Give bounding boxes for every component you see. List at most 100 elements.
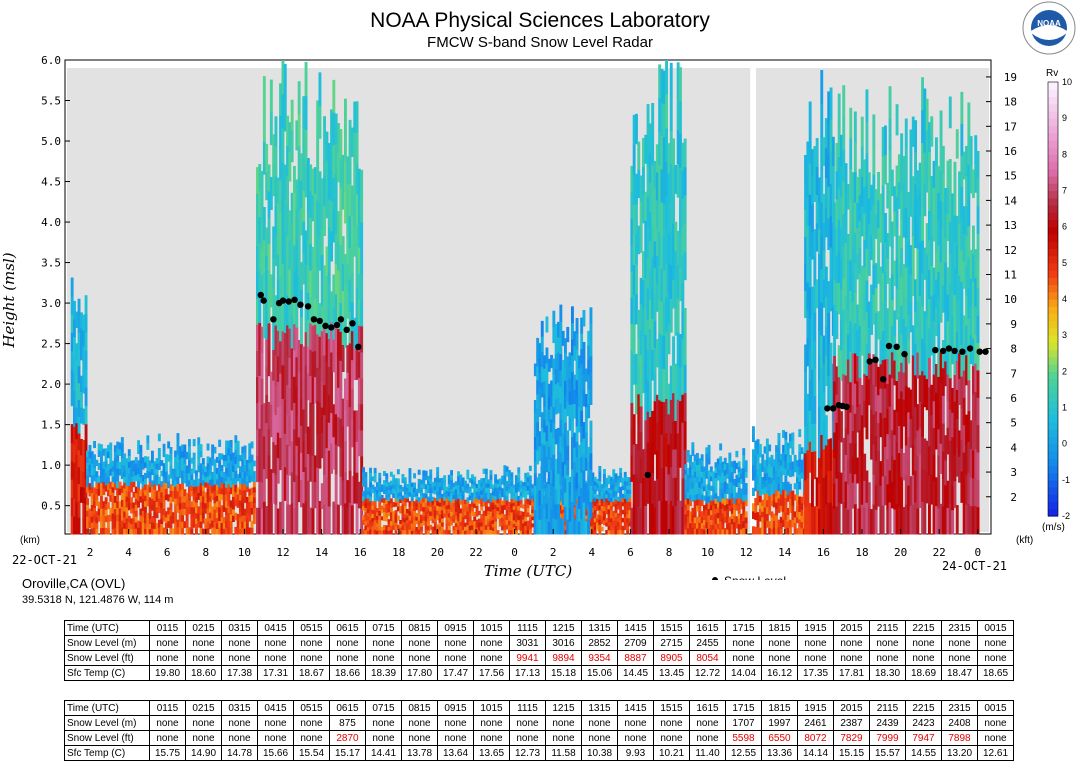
echo-cell xyxy=(206,501,210,509)
echo-cell xyxy=(464,530,467,535)
echo-cell xyxy=(265,506,269,535)
echo-cell xyxy=(155,496,159,502)
echo-cell xyxy=(813,146,817,175)
echo-cell xyxy=(433,497,437,503)
echo-cell xyxy=(561,461,565,477)
echo-cell xyxy=(454,496,458,501)
echo-cell xyxy=(487,526,491,531)
echo-cell xyxy=(515,500,518,506)
echo-cell xyxy=(243,458,247,465)
echo-cell xyxy=(793,522,797,529)
echo-cell xyxy=(220,488,224,495)
echo-cell xyxy=(900,133,904,163)
echo-cell xyxy=(90,474,94,482)
echo-cell xyxy=(410,504,414,509)
echo-cell xyxy=(401,508,405,514)
echo-cell xyxy=(925,160,929,193)
echo-cell xyxy=(86,498,89,505)
echo-cell xyxy=(498,514,502,519)
echo-cell xyxy=(461,529,465,535)
echo-region xyxy=(533,304,593,535)
echo-cell xyxy=(290,347,294,380)
echo-cell xyxy=(503,494,507,501)
echo-cell xyxy=(125,469,129,475)
echo-cell xyxy=(297,113,301,147)
echo-cell xyxy=(648,387,652,418)
echo-cell xyxy=(835,198,839,228)
echo-cell xyxy=(201,490,205,497)
echo-cell xyxy=(786,494,790,502)
echo-cell xyxy=(401,504,405,509)
echo-cell xyxy=(860,414,864,446)
echo-cell xyxy=(489,511,493,517)
echo-cell xyxy=(132,513,136,519)
echo-cell xyxy=(811,176,814,205)
echo-cell xyxy=(714,472,718,479)
echo-cell xyxy=(728,516,732,523)
echo-cell xyxy=(758,489,762,496)
echo-cell xyxy=(835,170,839,200)
echo-cell xyxy=(605,530,609,535)
echo-cell xyxy=(863,212,867,241)
echo-cell xyxy=(498,502,502,507)
echo-cell xyxy=(281,229,285,264)
echo-cell xyxy=(75,359,79,376)
echo-cell xyxy=(473,520,477,526)
echo-cell xyxy=(639,457,643,484)
echo-cell xyxy=(648,211,652,242)
echo-cell xyxy=(385,512,389,518)
echo-cell xyxy=(897,371,901,399)
echo-cell xyxy=(141,457,145,464)
echo-cell xyxy=(928,328,931,358)
echo-cell xyxy=(521,511,525,516)
echo-cell xyxy=(88,508,92,516)
echo-cell xyxy=(554,504,558,520)
echo-cell xyxy=(580,487,584,504)
echo-cell xyxy=(232,471,235,479)
echo-cell xyxy=(526,503,530,509)
echo-cell xyxy=(293,402,296,430)
echo-region xyxy=(833,77,980,535)
echo-cell xyxy=(897,398,901,426)
echo-cell xyxy=(355,503,359,535)
echo-cell xyxy=(895,196,899,228)
echo-cell xyxy=(417,529,421,535)
echo-cell xyxy=(123,516,127,523)
echo-cell xyxy=(829,342,833,376)
echo-cell xyxy=(385,503,389,509)
echo-cell xyxy=(571,387,574,405)
echo-cell xyxy=(473,481,477,486)
echo-cell xyxy=(487,530,491,535)
echo-cell xyxy=(840,349,843,381)
echo-cell xyxy=(616,521,620,527)
echo-cell xyxy=(241,490,245,497)
echo-cell xyxy=(480,514,484,519)
echo-cell xyxy=(220,522,224,529)
echo-cell xyxy=(373,510,377,516)
echo-cell xyxy=(693,488,697,495)
echo-cell xyxy=(632,144,636,176)
echo-cell xyxy=(279,244,282,277)
echo-cell xyxy=(286,504,289,535)
echo-cell xyxy=(526,472,530,478)
echo-cell xyxy=(793,511,797,518)
echo-cell xyxy=(582,502,586,519)
echo-cell xyxy=(350,185,354,215)
echo-cell xyxy=(505,490,509,496)
echo-cell xyxy=(526,507,530,513)
echo-cell xyxy=(70,369,74,388)
echo-cell xyxy=(635,233,638,265)
echo-cell xyxy=(392,520,396,526)
echo-cell xyxy=(651,103,655,135)
echo-cell xyxy=(410,489,414,495)
echo-cell xyxy=(616,513,620,518)
echo-cell xyxy=(473,494,477,500)
echo-cell xyxy=(632,174,636,206)
echo-cell xyxy=(491,484,495,489)
echo-cell xyxy=(475,526,479,531)
echo-cell xyxy=(540,457,544,474)
echo-cell xyxy=(515,513,518,518)
echo-cell xyxy=(396,524,400,530)
echo-cell xyxy=(141,510,145,517)
echo-cell xyxy=(531,509,535,514)
